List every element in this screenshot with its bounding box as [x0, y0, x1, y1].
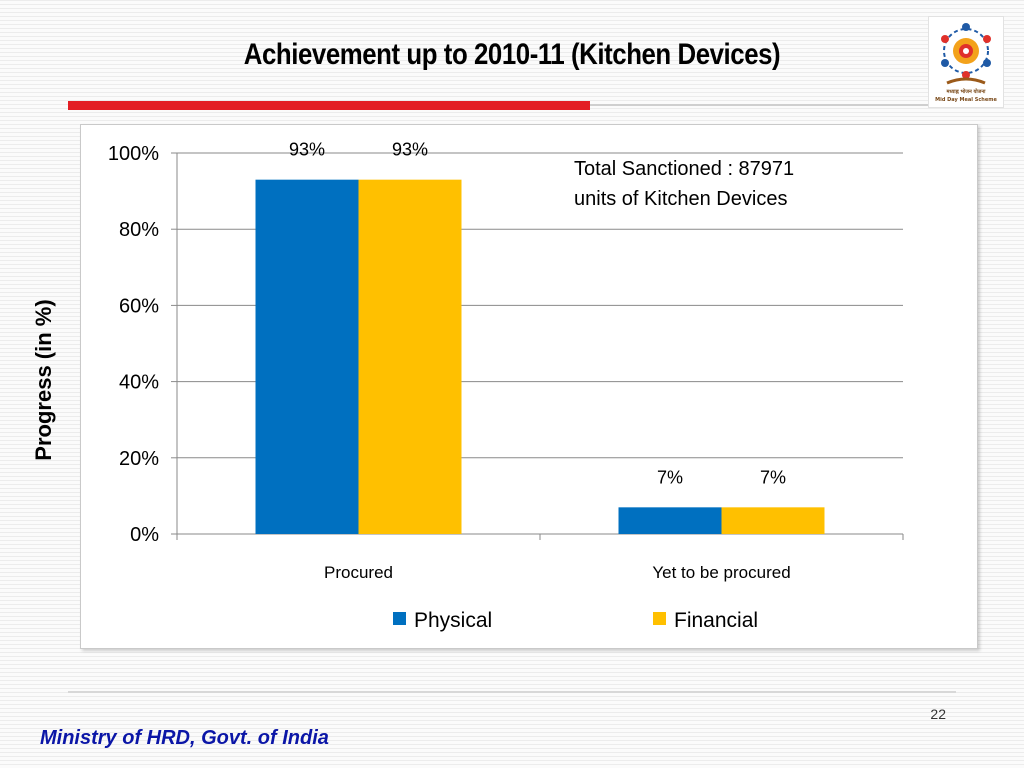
- title-accent-bar: [68, 101, 590, 110]
- y-tick-label: 40%: [119, 372, 159, 394]
- title-divider-line: [590, 104, 960, 106]
- slide-title: Achievement up to 2010-11 (Kitchen Devic…: [243, 38, 781, 71]
- bar-physical-1: [255, 179, 359, 535]
- data-label: 7%: [760, 467, 786, 487]
- bar-chart: 0% 20% 40% 60% 80% 100% 93% 93% Procured 7% 7% Yet …: [31, 140, 904, 632]
- legend-label-physical: Physical: [414, 609, 492, 632]
- footer-divider-line: [68, 691, 956, 693]
- legend-swatch-financial: [653, 612, 666, 625]
- data-label: 93%: [392, 140, 428, 160]
- annotation-line-2: units of Kitchen Devices: [574, 188, 787, 210]
- mid-day-meal-logo: मध्याह्न भोजन योजना Mid Day Meal Scheme: [928, 16, 1004, 108]
- y-tick-label: 0%: [130, 524, 159, 546]
- bar-physical-2: [618, 507, 722, 534]
- y-tick-label: 20%: [119, 448, 159, 470]
- logo-caption-english: Mid Day Meal Scheme: [935, 97, 997, 103]
- logo-caption-hindi: मध्याह्न भोजन योजना: [946, 89, 986, 95]
- y-tick-label: 60%: [119, 295, 159, 317]
- data-label: 93%: [289, 140, 325, 160]
- y-tick-label: 100%: [108, 143, 159, 165]
- annotation-line-1: Total Sanctioned : 87971: [574, 158, 794, 180]
- mid-day-meal-emblem-icon: [941, 23, 991, 85]
- y-axis-title: Progress (in %): [31, 299, 56, 460]
- page-number: 22: [930, 706, 946, 722]
- legend-label-financial: Financial: [674, 609, 758, 632]
- footer-ministry-text: Ministry of HRD, Govt. of India: [40, 727, 329, 749]
- bar-financial-1: [358, 179, 462, 535]
- chart-container: 0% 20% 40% 60% 80% 100% 93% 93% Procured 7% 7% Yet …: [31, 124, 978, 649]
- x-category-label: Procured: [324, 563, 393, 582]
- x-category-label: Yet to be procured: [652, 563, 790, 582]
- bar-financial-2: [721, 507, 825, 534]
- data-label: 7%: [657, 467, 683, 487]
- legend-swatch-physical: [393, 612, 406, 625]
- y-tick-label: 80%: [119, 219, 159, 241]
